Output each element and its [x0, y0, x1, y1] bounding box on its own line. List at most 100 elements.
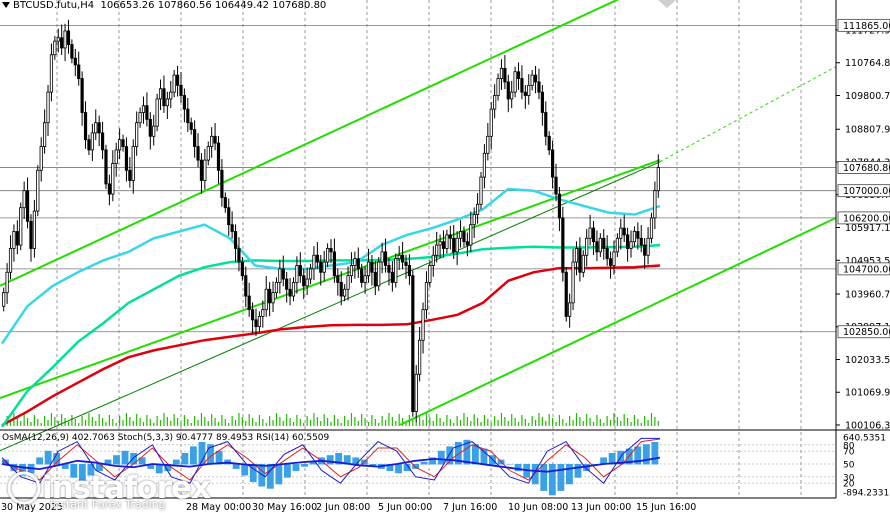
- candle-body: [271, 292, 275, 304]
- dropdown-arrow-icon[interactable]: [2, 2, 10, 8]
- candle-body: [649, 217, 654, 239]
- candle-body: [622, 227, 626, 236]
- osma-bar: [215, 450, 223, 465]
- candle-body: [43, 122, 47, 147]
- osma-bar: [446, 446, 454, 465]
- price-tick-label: 100106.30: [845, 421, 890, 432]
- candle-body: [104, 149, 108, 185]
- candle-body: [210, 135, 214, 147]
- candle-body: [336, 275, 340, 283]
- candle-body: [544, 112, 548, 137]
- osma-bar: [335, 453, 343, 465]
- candle-body: [619, 227, 623, 239]
- candle-body: [516, 71, 521, 79]
- price-level-label: 106200.00: [843, 213, 890, 224]
- candle-body: [319, 261, 323, 273]
- osma-bar: [155, 464, 163, 474]
- candle-body: [172, 74, 176, 93]
- osma-bar: [480, 448, 488, 465]
- candle-body: [632, 231, 637, 243]
- osma-bar: [266, 464, 274, 489]
- osma-bar: [172, 459, 180, 465]
- candle-body: [421, 309, 425, 341]
- candle-body: [322, 261, 326, 273]
- osma-bar: [96, 464, 103, 472]
- candle-body: [373, 271, 377, 287]
- candle-body: [581, 254, 585, 273]
- osma-bar: [352, 457, 360, 465]
- candle-body: [540, 91, 544, 113]
- oscillator-window: [0, 437, 836, 496]
- osma-bar: [454, 442, 462, 465]
- candle-body: [343, 288, 347, 297]
- osma-bar: [557, 464, 565, 491]
- candle-body: [462, 231, 466, 243]
- channel-bottom-line: [399, 216, 837, 426]
- osma-bar: [10, 464, 18, 472]
- candle-body: [148, 118, 152, 137]
- candle-body: [182, 95, 186, 110]
- ma-slow-line: [1, 264, 661, 427]
- osma-bar: [19, 464, 26, 476]
- candle-body: [175, 74, 180, 86]
- candle-body: [476, 203, 480, 215]
- candle-body: [332, 251, 337, 277]
- oscillator-tick-label: 80: [843, 441, 855, 451]
- candle-body: [626, 234, 630, 249]
- candle-body: [12, 231, 16, 249]
- candle-body: [8, 248, 13, 273]
- shift-marker-icon[interactable]: [658, 0, 676, 8]
- osma-bar: [78, 464, 86, 483]
- osma-bar: [566, 464, 573, 485]
- candle-body: [162, 88, 166, 107]
- candle-body: [394, 258, 398, 283]
- candle-body: [438, 241, 442, 246]
- candle-body: [189, 122, 193, 130]
- candle-body: [268, 288, 272, 304]
- time-axis-labels: 30 May 2025 28 May 00:00 30 May 16:002 Jun…: [1, 502, 696, 513]
- osma-bar: [113, 455, 120, 465]
- price-tick-label: 104953.50: [845, 256, 890, 267]
- symbol-timeframe: BTCUSD.futu,H4: [13, 0, 95, 11]
- osma-bar: [326, 455, 334, 465]
- instaforex-logo: instaforex Instant Forex Trading: [6, 470, 211, 511]
- candle-body: [585, 237, 589, 256]
- candle-body: [455, 237, 459, 253]
- osma-bar: [429, 457, 437, 465]
- candle-body: [158, 88, 163, 100]
- candle-body: [612, 251, 616, 266]
- candle-body: [63, 30, 67, 49]
- oscillator-tick-label: 50: [843, 461, 855, 471]
- candle-body: [482, 152, 487, 178]
- trend-channel: [0, 0, 837, 452]
- price-tick-label: 110764.80: [845, 58, 890, 69]
- candle-body: [53, 40, 57, 56]
- candle-body: [486, 135, 490, 154]
- candle-body: [237, 248, 241, 263]
- osma-bar: [70, 464, 78, 478]
- candle-body: [70, 44, 74, 59]
- osma-bar: [138, 457, 146, 465]
- osma-bar: [104, 459, 112, 465]
- osma-bar: [343, 455, 351, 465]
- price-level-box: [837, 211, 890, 225]
- candle-body: [87, 139, 91, 151]
- candle-body: [2, 292, 6, 307]
- osma-bar: [232, 464, 240, 469]
- candle-body: [537, 81, 541, 93]
- osma-bar: [608, 453, 616, 465]
- candle-body: [288, 288, 292, 297]
- candle-body: [513, 71, 517, 93]
- candle-body: [94, 122, 98, 134]
- candle-body: [554, 176, 558, 195]
- candle-body: [155, 98, 159, 127]
- candle-body: [441, 241, 446, 249]
- price-tick-label: 108807.90: [845, 125, 890, 136]
- candle-body: [285, 278, 289, 290]
- candle-body: [551, 149, 555, 178]
- candle-body: [141, 105, 146, 113]
- candle-body: [19, 207, 23, 246]
- candle-body: [499, 67, 504, 79]
- price-tick-label: 109800.70: [845, 91, 890, 102]
